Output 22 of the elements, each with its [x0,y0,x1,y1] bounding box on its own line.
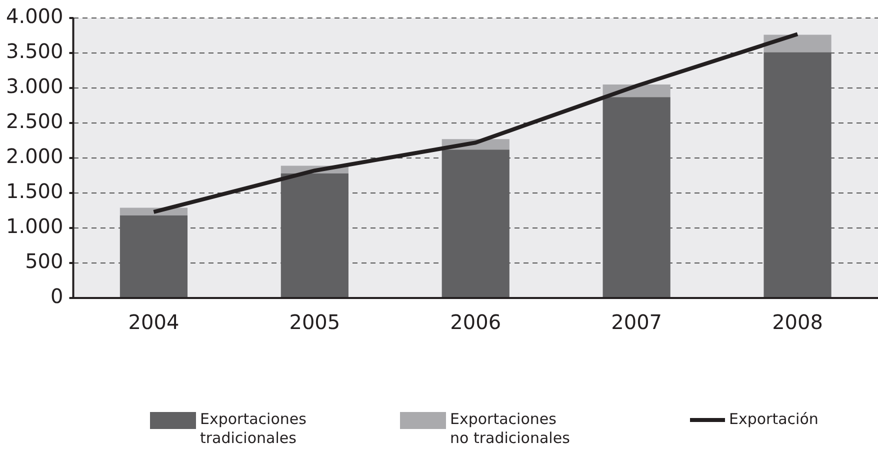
y-tick-label: 1.500 [6,179,64,204]
x-tick-label: 2005 [289,310,340,334]
x-tick-label: 2004 [128,310,180,334]
bar [442,150,510,298]
bar [764,52,832,298]
bar [602,97,670,298]
x-tick-label: 2006 [450,310,502,334]
y-tick-label: 2.500 [6,109,64,134]
y-tick-label: 4.000 [6,4,64,28]
y-tick-label: 2.000 [6,144,64,168]
legend-label: Exportaciones tradicionales [200,410,308,448]
y-tick-label: 1.000 [6,214,64,238]
bar [280,173,348,298]
legend-label: Exportación [729,410,818,429]
y-tick-label: 500 [25,249,64,274]
legend-label: Exportaciones no tradicionales [450,410,571,448]
y-tick-label: 3.500 [6,39,64,64]
y-tick-label: 0 [50,284,64,308]
x-tick-label: 2007 [611,310,662,334]
bar [120,215,188,298]
y-tick-label: 3.000 [6,74,64,98]
x-tick-label: 2008 [772,310,823,334]
